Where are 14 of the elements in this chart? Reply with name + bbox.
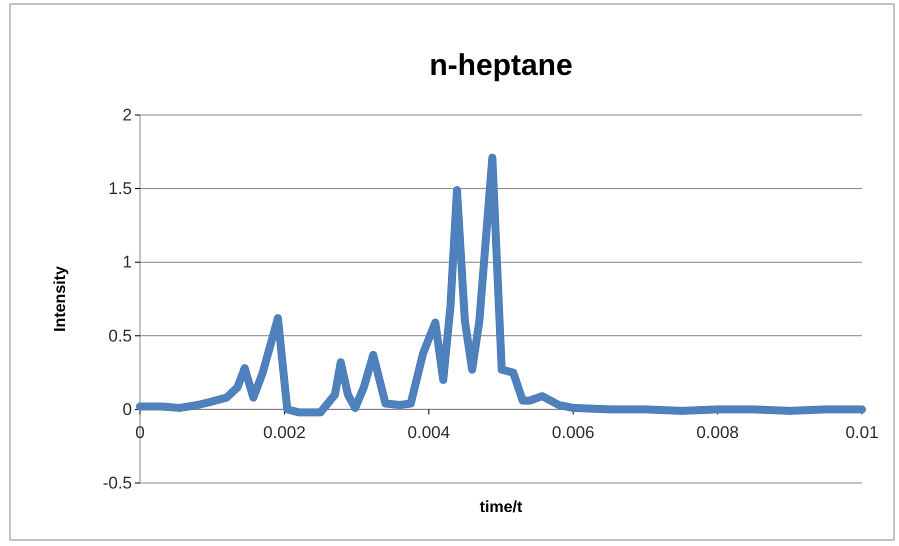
x-tick-label: 0.008 — [696, 422, 739, 442]
x-axis-title: time/t — [480, 499, 524, 516]
x-tick-label: 0.006 — [552, 422, 594, 442]
y-axis-title: Intensity — [52, 266, 69, 332]
y-tick-label: 0 — [122, 400, 132, 419]
chart-title: n-heptane — [429, 49, 573, 82]
y-tick-label: 0.5 — [108, 326, 132, 346]
x-tick-label: 0.004 — [408, 422, 450, 442]
y-tick-label: 1 — [122, 252, 132, 272]
y-tick-label: 1.5 — [108, 179, 132, 198]
y-tick-label: 2 — [122, 105, 132, 124]
y-tick-label: -0.5 — [102, 473, 132, 492]
x-tick-label: 0.002 — [263, 422, 306, 442]
x-tick-label: 0.01 — [845, 422, 879, 442]
